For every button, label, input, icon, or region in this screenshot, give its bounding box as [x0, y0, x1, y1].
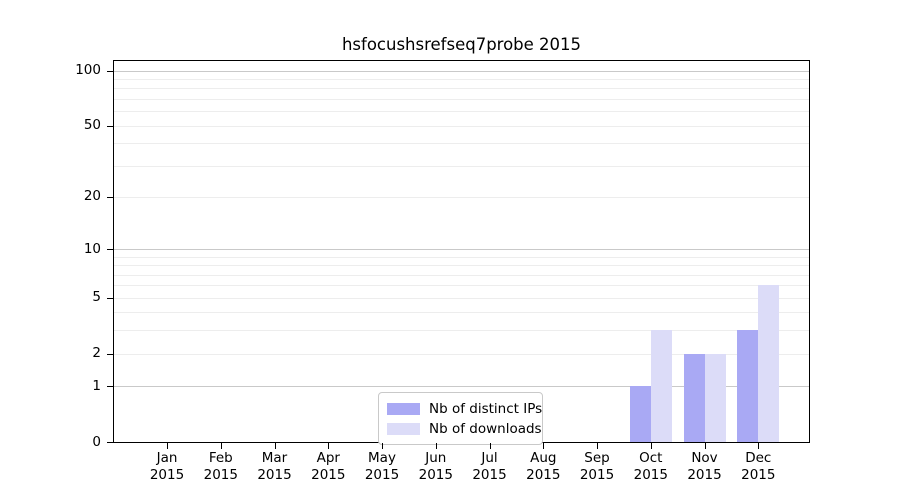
- minor-gridline: [114, 330, 809, 332]
- x-tick: [382, 443, 383, 449]
- y-tick: [107, 442, 113, 443]
- x-tick-label: Oct 2015: [619, 450, 683, 484]
- minor-gridline: [114, 143, 809, 145]
- x-tick-year: 2015: [579, 467, 615, 483]
- minor-gridline: [114, 256, 809, 258]
- x-tick-year: 2015: [526, 467, 561, 483]
- x-tick-year: 2015: [741, 467, 776, 483]
- minor-gridline: [114, 165, 809, 167]
- y-tick-label: 0: [92, 433, 101, 450]
- major-gridline: [114, 70, 809, 72]
- legend-swatch: [387, 402, 420, 415]
- x-tick-year: 2015: [149, 467, 185, 483]
- x-tick: [597, 443, 598, 449]
- x-tick: [167, 443, 168, 449]
- x-tick: [435, 443, 437, 449]
- y-tick: [107, 249, 113, 250]
- x-tick-label: Apr 2015: [296, 450, 360, 484]
- minor-gridline: [114, 285, 809, 287]
- minor-gridline: [114, 312, 809, 314]
- x-tick: [274, 443, 276, 449]
- x-tick-label: Jan 2015: [135, 450, 199, 484]
- x-tick-year: 2015: [418, 467, 453, 483]
- x-tick: [704, 443, 706, 449]
- x-tick-month: Aug: [530, 450, 557, 466]
- bar-distinct-ips: [629, 386, 651, 442]
- y-tick-label: 1: [92, 377, 101, 394]
- bar-downloads: [758, 285, 780, 442]
- x-tick-month: Jul: [481, 450, 498, 466]
- legend-label: Nb of downloads: [429, 420, 542, 437]
- x-tick-label: Jul 2015: [458, 450, 522, 484]
- x-tick-month: Jun: [425, 450, 447, 466]
- minor-gridline: [114, 111, 809, 113]
- x-tick-month: Apr: [316, 450, 340, 466]
- x-tick: [543, 443, 545, 449]
- legend-label: Nb of distinct IPs: [429, 400, 543, 417]
- bar-downloads: [704, 353, 726, 442]
- y-tick-label: 2: [92, 345, 101, 362]
- major-gridline: [114, 386, 809, 388]
- x-tick-month: Sep: [584, 450, 610, 466]
- minor-gridline: [114, 125, 809, 127]
- minor-gridline: [114, 78, 809, 80]
- minor-gridline: [114, 88, 809, 90]
- x-tick-year: 2015: [472, 467, 507, 483]
- x-tick-year: 2015: [257, 467, 292, 483]
- x-tick-label: May 2015: [350, 450, 414, 484]
- bar-distinct-ips: [683, 353, 705, 442]
- x-tick-month: Dec: [745, 450, 772, 466]
- chart-title: hsfocushsrefseq7probe 2015: [341, 35, 582, 54]
- y-tick-label: 20: [83, 188, 101, 205]
- minor-gridline: [114, 353, 809, 355]
- x-tick-label: Mar 2015: [243, 450, 307, 484]
- y-tick-label: 5: [92, 289, 101, 306]
- legend: Nb of distinct IPs Nb of downloads: [378, 392, 543, 445]
- x-tick-year: 2015: [311, 467, 346, 483]
- y-tick: [107, 386, 113, 388]
- x-tick-label: Sep 2015: [565, 450, 629, 484]
- bar-downloads: [650, 330, 672, 442]
- x-tick-label: Jun 2015: [404, 450, 468, 484]
- x-tick-label: Nov 2015: [673, 450, 737, 484]
- x-tick: [650, 443, 652, 449]
- x-tick-month: Jan: [156, 450, 178, 466]
- legend-swatch: [387, 422, 420, 435]
- y-tick: [107, 125, 113, 127]
- x-tick-label: Aug 2015: [511, 450, 575, 484]
- legend-item: Nb of distinct IPs: [387, 399, 542, 418]
- x-tick-year: 2015: [687, 467, 722, 483]
- x-tick-month: Mar: [261, 450, 288, 466]
- x-tick-year: 2015: [633, 467, 668, 483]
- major-gridline: [114, 249, 809, 250]
- minor-gridline: [114, 274, 809, 276]
- x-tick-year: 2015: [203, 467, 238, 483]
- x-tick: [220, 443, 222, 449]
- x-tick: [758, 443, 760, 449]
- x-tick-year: 2015: [364, 467, 400, 483]
- y-tick-label: 10: [83, 240, 101, 257]
- y-tick: [107, 297, 113, 299]
- minor-gridline: [114, 98, 809, 100]
- y-tick-label: 50: [83, 117, 101, 133]
- y-tick: [107, 196, 113, 198]
- legend-item: Nb of downloads: [387, 419, 542, 438]
- minor-gridline: [114, 265, 809, 267]
- minor-gridline: [114, 297, 809, 299]
- plot-area: [113, 60, 810, 443]
- x-tick-label: Dec 2015: [726, 450, 790, 484]
- x-tick-month: Feb: [208, 450, 233, 466]
- x-tick-month: May: [368, 450, 396, 466]
- x-tick-month: Oct: [639, 450, 663, 466]
- y-tick-label: 100: [75, 62, 101, 78]
- minor-gridline: [114, 196, 809, 198]
- x-tick-label: Feb 2015: [189, 450, 253, 484]
- y-tick: [107, 70, 113, 72]
- x-tick: [489, 443, 491, 449]
- x-tick-month: Nov: [691, 450, 718, 466]
- bar-distinct-ips: [737, 330, 759, 442]
- x-tick: [328, 443, 330, 449]
- y-tick: [107, 353, 113, 355]
